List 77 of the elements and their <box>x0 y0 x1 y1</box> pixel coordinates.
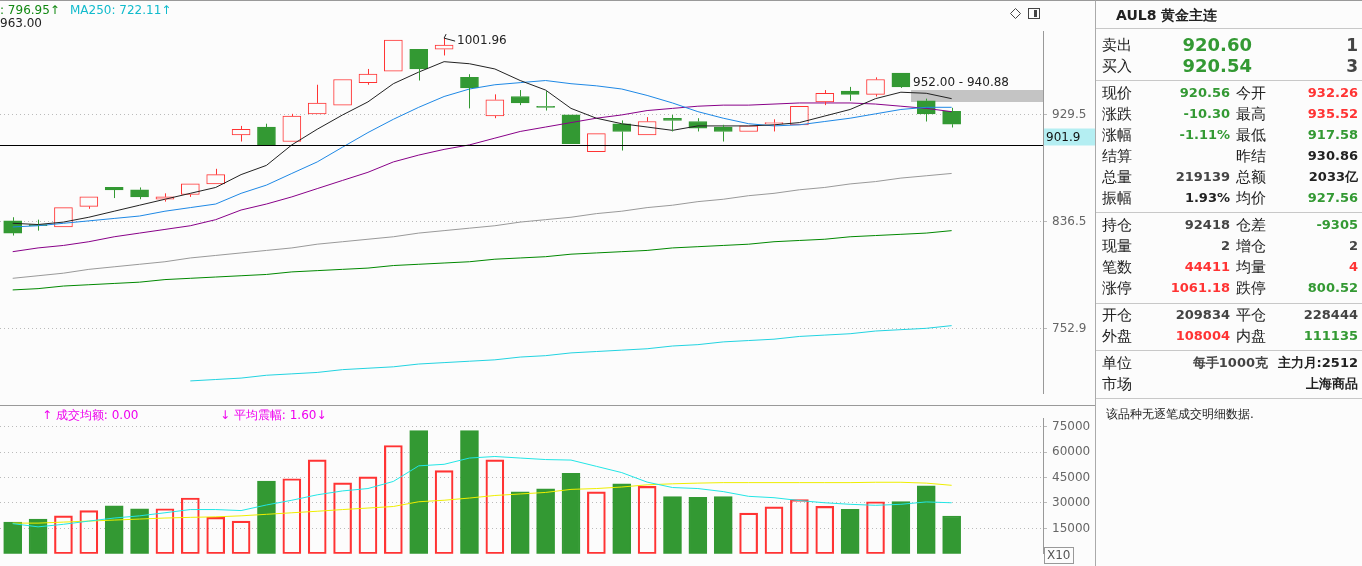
y-tick-label: 929.5 <box>1052 106 1087 121</box>
text: 1.93% <box>1184 189 1230 207</box>
y-tick-label: 60000 <box>1052 444 1091 459</box>
text: 单位 <box>1102 354 1132 372</box>
text: MA250: 722.11↑ <box>70 2 172 19</box>
text: X10 <box>1044 547 1074 564</box>
text: 111135 <box>1303 327 1358 345</box>
annotation: 1001.96 <box>457 33 507 48</box>
text: 2033亿 <box>1308 168 1358 186</box>
text: 涨跌 <box>1102 105 1132 123</box>
text: 963.00 <box>0 15 42 32</box>
text: 外盘 <box>1102 327 1132 345</box>
text: 持仓 <box>1102 216 1132 234</box>
band-label: 952.00 - 940.88 <box>913 75 1009 90</box>
text: 935.52 <box>1307 105 1358 123</box>
text: 振幅 <box>1102 189 1132 207</box>
text: 买入 <box>1102 57 1132 75</box>
text: 笔数 <box>1102 258 1132 276</box>
text: 920.54 <box>1182 55 1252 76</box>
text: 总量 <box>1102 168 1132 186</box>
text: 920.60 <box>1182 34 1252 55</box>
text: 92418 <box>1184 216 1230 234</box>
text: 108004 <box>1175 327 1230 345</box>
text: 开仓 <box>1102 306 1132 324</box>
text: 今开 <box>1236 84 1266 102</box>
text: 涨停 <box>1102 279 1132 297</box>
text: 44411 <box>1184 258 1230 276</box>
text: 涨幅 <box>1102 126 1132 144</box>
text: 均量 <box>1236 258 1266 276</box>
text: 现量 <box>1102 237 1132 255</box>
text: -9305 <box>1316 216 1358 234</box>
text: -1.11% <box>1179 126 1230 144</box>
text: 市场 <box>1102 375 1132 393</box>
text: 930.86 <box>1307 147 1358 165</box>
text: 最低 <box>1236 126 1266 144</box>
y-tick-label: 15000 <box>1052 520 1091 535</box>
y-tick-label: 45000 <box>1052 469 1091 484</box>
y-tick-label: 752.9 <box>1052 320 1087 335</box>
text: 219139 <box>1175 168 1230 186</box>
text: 最高 <box>1236 105 1266 123</box>
text: 主力月:2512 <box>1277 354 1358 372</box>
text: 该品种无逐笔成交明细数据. <box>1106 406 1254 423</box>
text: 跌停 <box>1236 279 1266 297</box>
text: 平仓 <box>1236 306 1266 324</box>
y-tick-label: 75000 <box>1052 418 1091 433</box>
text: 920.56 <box>1179 84 1230 102</box>
text: 仓差 <box>1236 216 1266 234</box>
y-tick-label: 836.5 <box>1052 213 1087 228</box>
y-tick-label: 30000 <box>1052 495 1091 510</box>
annotation: ↑ 成交均额: 0.00 <box>42 407 139 424</box>
text: 2 <box>1220 237 1230 255</box>
text: 结算 <box>1102 147 1132 165</box>
text: 卖出 <box>1102 36 1132 54</box>
text: 209834 <box>1175 306 1230 324</box>
text: 917.58 <box>1307 126 1358 144</box>
text: 增仓 <box>1236 237 1266 255</box>
annotation: ↓ 平均震幅: 1.60↓ <box>220 407 327 424</box>
text: 1 <box>1346 35 1358 55</box>
text: 932.26 <box>1307 84 1358 102</box>
text: 内盘 <box>1236 327 1266 345</box>
text: AUL8 黄金主连 <box>1116 6 1218 24</box>
text: 927.56 <box>1307 189 1358 207</box>
text: 均价 <box>1236 189 1266 207</box>
text: 800.52 <box>1307 279 1358 297</box>
text: 3 <box>1346 56 1358 76</box>
text: 总额 <box>1236 168 1266 186</box>
text: 现价 <box>1102 84 1132 102</box>
text: 昨结 <box>1236 147 1266 165</box>
text: 4 <box>1348 258 1358 276</box>
text: 1061.18 <box>1170 279 1230 297</box>
text: : 796.95↑ <box>0 2 60 18</box>
ref-line-label: 901.9 <box>1046 129 1081 144</box>
text: 每手1000克 <box>1192 354 1268 372</box>
text: 上海商品 <box>1306 375 1358 393</box>
text: -10.30 <box>1183 105 1230 123</box>
text: 2 <box>1348 237 1358 255</box>
text: 228444 <box>1303 306 1358 324</box>
